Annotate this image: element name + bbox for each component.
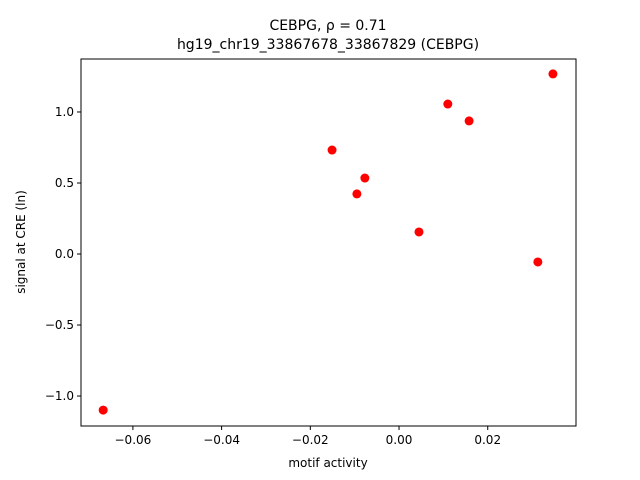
y-tick-label: 0.5 [55, 176, 74, 190]
y-tick-label: 0.0 [55, 247, 74, 261]
point [352, 189, 362, 199]
x-tick-label: −0.04 [203, 433, 240, 447]
point [98, 405, 108, 415]
point [548, 69, 558, 79]
plot-frame [80, 58, 577, 427]
x-tick-label: 0.02 [474, 433, 501, 447]
chart-title: CEBPG, ρ = 0.71 [269, 18, 386, 34]
point [327, 145, 337, 155]
x-tick-label: −0.02 [292, 433, 329, 447]
point [360, 173, 370, 183]
chart-subtitle: hg19_chr19_33867678_33867829 (CEBPG) [177, 37, 479, 53]
y-axis-label: signal at CRE (ln) [14, 190, 28, 294]
y-tick-label: −0.5 [45, 318, 74, 332]
point [533, 257, 543, 267]
point [464, 116, 474, 126]
point [443, 99, 453, 109]
x-tick-label: 0.00 [386, 433, 413, 447]
x-axis-label: motif activity [288, 456, 367, 470]
y-tick-label: −1.0 [45, 389, 74, 403]
y-tick-label: 1.0 [55, 105, 74, 119]
x-tick-label: −0.06 [115, 433, 152, 447]
point [414, 227, 424, 237]
